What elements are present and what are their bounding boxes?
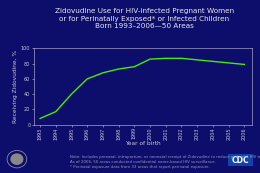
Y-axis label: Receiving Zidovudine, %: Receiving Zidovudine, % — [13, 50, 18, 123]
Text: CDC: CDC — [232, 156, 249, 165]
FancyBboxPatch shape — [228, 154, 253, 166]
X-axis label: Year of birth: Year of birth — [125, 141, 161, 146]
Circle shape — [10, 153, 23, 165]
Text: Zidovudine Use for HIV-infected Pregnant Women
or for Perinatally Exposed* or In: Zidovudine Use for HIV-infected Pregnant… — [55, 8, 234, 29]
Text: Note: Includes prenatal, intrapartum, or neonatal receipt of Zidovudine to reduc: Note: Includes prenatal, intrapartum, or… — [70, 155, 260, 169]
